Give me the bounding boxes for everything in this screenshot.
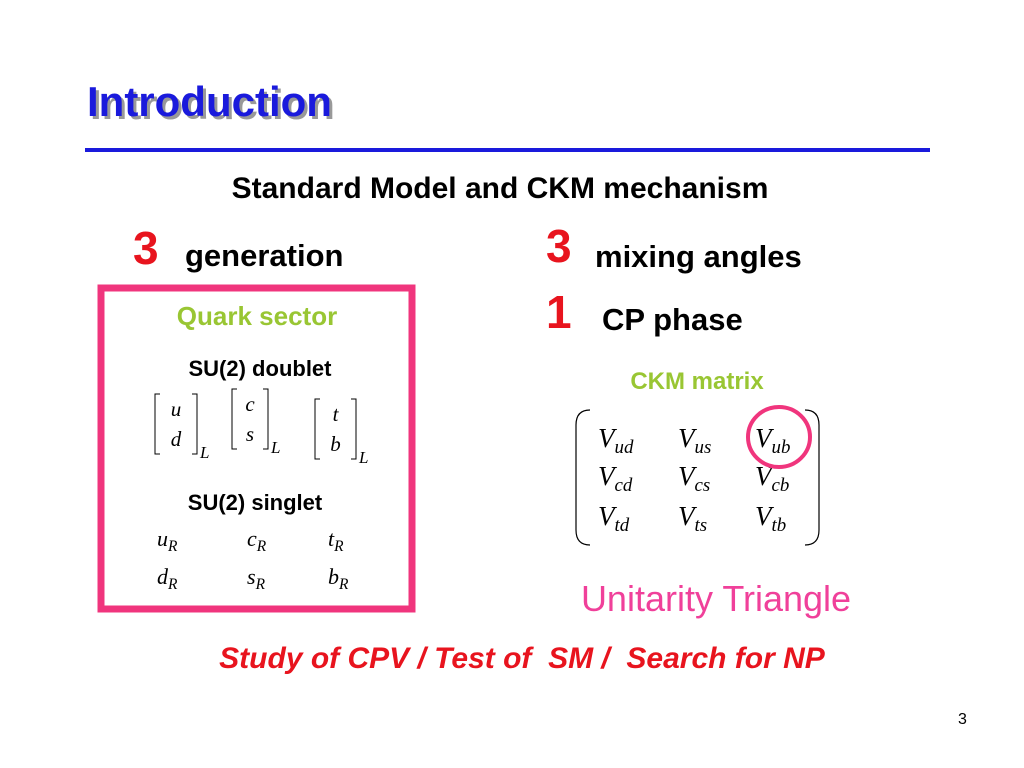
bracket-left bbox=[314, 398, 320, 460]
ckm-entry: Vcb bbox=[755, 461, 789, 496]
singlet-base: b bbox=[328, 564, 339, 589]
unitarity-label: Unitarity Triangle bbox=[581, 578, 851, 619]
ckm-entry: Vus bbox=[678, 423, 711, 458]
singlet-base: t bbox=[328, 526, 335, 551]
doublet-label: SU(2) doublet bbox=[189, 356, 333, 381]
singlet-sub: R bbox=[167, 576, 178, 593]
singlet-base: c bbox=[247, 526, 257, 551]
ckm-entry-base: V bbox=[598, 501, 618, 531]
ckm-entry: Vtd bbox=[598, 501, 630, 536]
singlet-base: s bbox=[247, 564, 256, 589]
ckm-entry-base: V bbox=[678, 423, 698, 453]
quark-sector-title: Quark sector bbox=[177, 301, 337, 331]
cp-label: CP phase bbox=[602, 302, 743, 337]
bracket-left bbox=[154, 393, 160, 455]
ckm-entry: Vcd bbox=[598, 461, 633, 496]
title: Introduction bbox=[87, 78, 332, 125]
ckm-entry-base: V bbox=[678, 501, 698, 531]
singlet: tR bbox=[328, 526, 344, 555]
mixing-number: 3 bbox=[546, 220, 572, 272]
ckm-entry-sub: cd bbox=[615, 475, 633, 496]
doublet-bottom: d bbox=[171, 427, 182, 451]
doublet-sub: L bbox=[270, 438, 280, 457]
page-number: 3 bbox=[958, 711, 967, 728]
singlet-base: u bbox=[157, 526, 168, 551]
singlet: sR bbox=[247, 564, 266, 593]
singlet-sub: R bbox=[255, 576, 266, 593]
ckm-entry: Vcs bbox=[678, 461, 710, 496]
quark-box bbox=[97, 284, 416, 613]
generation-label: generation bbox=[185, 238, 343, 273]
singlet-sub: R bbox=[256, 538, 267, 555]
ckm-entry-base: V bbox=[678, 461, 698, 491]
ckm-entry-base: V bbox=[755, 501, 775, 531]
doublet-top: c bbox=[245, 392, 255, 416]
singlet: dR bbox=[157, 564, 178, 593]
mixing-label: mixing angles bbox=[595, 239, 802, 274]
ckm-entry: Vts bbox=[678, 501, 707, 536]
doublet-top: t bbox=[333, 402, 340, 426]
doublet-top: u bbox=[171, 397, 182, 421]
ckm-entry-base: V bbox=[598, 423, 618, 453]
ckm-entry-sub: ud bbox=[615, 437, 634, 458]
singlet: uR bbox=[157, 526, 178, 555]
singlet-label: SU(2) singlet bbox=[188, 490, 323, 515]
ckm-title: CKM matrix bbox=[630, 368, 764, 395]
singlet: bR bbox=[328, 564, 349, 593]
singlet-sub: R bbox=[167, 538, 178, 555]
singlet-sub: R bbox=[333, 538, 344, 555]
matrix-paren-left bbox=[575, 409, 591, 546]
ckm-entry: Vtb bbox=[755, 501, 786, 536]
doublet-sub: L bbox=[199, 443, 209, 462]
ckm-entry-sub: us bbox=[695, 437, 712, 458]
ckm-entry: Vud bbox=[598, 423, 634, 458]
ckm-entry-base: V bbox=[755, 423, 775, 453]
singlet-sub: R bbox=[338, 576, 349, 593]
ckm-entry-sub: cs bbox=[695, 475, 711, 496]
bracket-left bbox=[231, 388, 237, 450]
subtitle: Standard Model and CKM mechanism bbox=[232, 172, 769, 205]
ckm-entry-sub: ts bbox=[695, 515, 708, 536]
singlet: cR bbox=[247, 526, 267, 555]
ckm-entry-sub: ub bbox=[772, 437, 791, 458]
doublet-bottom: b bbox=[330, 432, 341, 456]
ckm-entry-base: V bbox=[755, 461, 775, 491]
vub-highlight bbox=[746, 405, 812, 469]
singlet-base: d bbox=[157, 564, 169, 589]
ckm-entry-base: V bbox=[598, 461, 618, 491]
ckm-entry-sub: td bbox=[615, 515, 630, 536]
title-shadow: Introduction bbox=[90, 81, 335, 128]
matrix-paren-right bbox=[804, 409, 820, 546]
bracket-right bbox=[263, 388, 269, 450]
ckm-entry: Vub bbox=[755, 423, 790, 458]
ckm-entry-sub: cb bbox=[772, 475, 790, 496]
bracket-right bbox=[192, 393, 198, 455]
doublet-bottom: s bbox=[246, 422, 254, 446]
generation-number: 3 bbox=[133, 222, 159, 274]
bracket-right bbox=[351, 398, 357, 460]
doublet-sub: L bbox=[358, 448, 368, 467]
ckm-entry-sub: tb bbox=[772, 515, 787, 536]
cp-number: 1 bbox=[546, 286, 572, 338]
footer: Study of CPV / Test of SM / Search for N… bbox=[219, 642, 826, 675]
